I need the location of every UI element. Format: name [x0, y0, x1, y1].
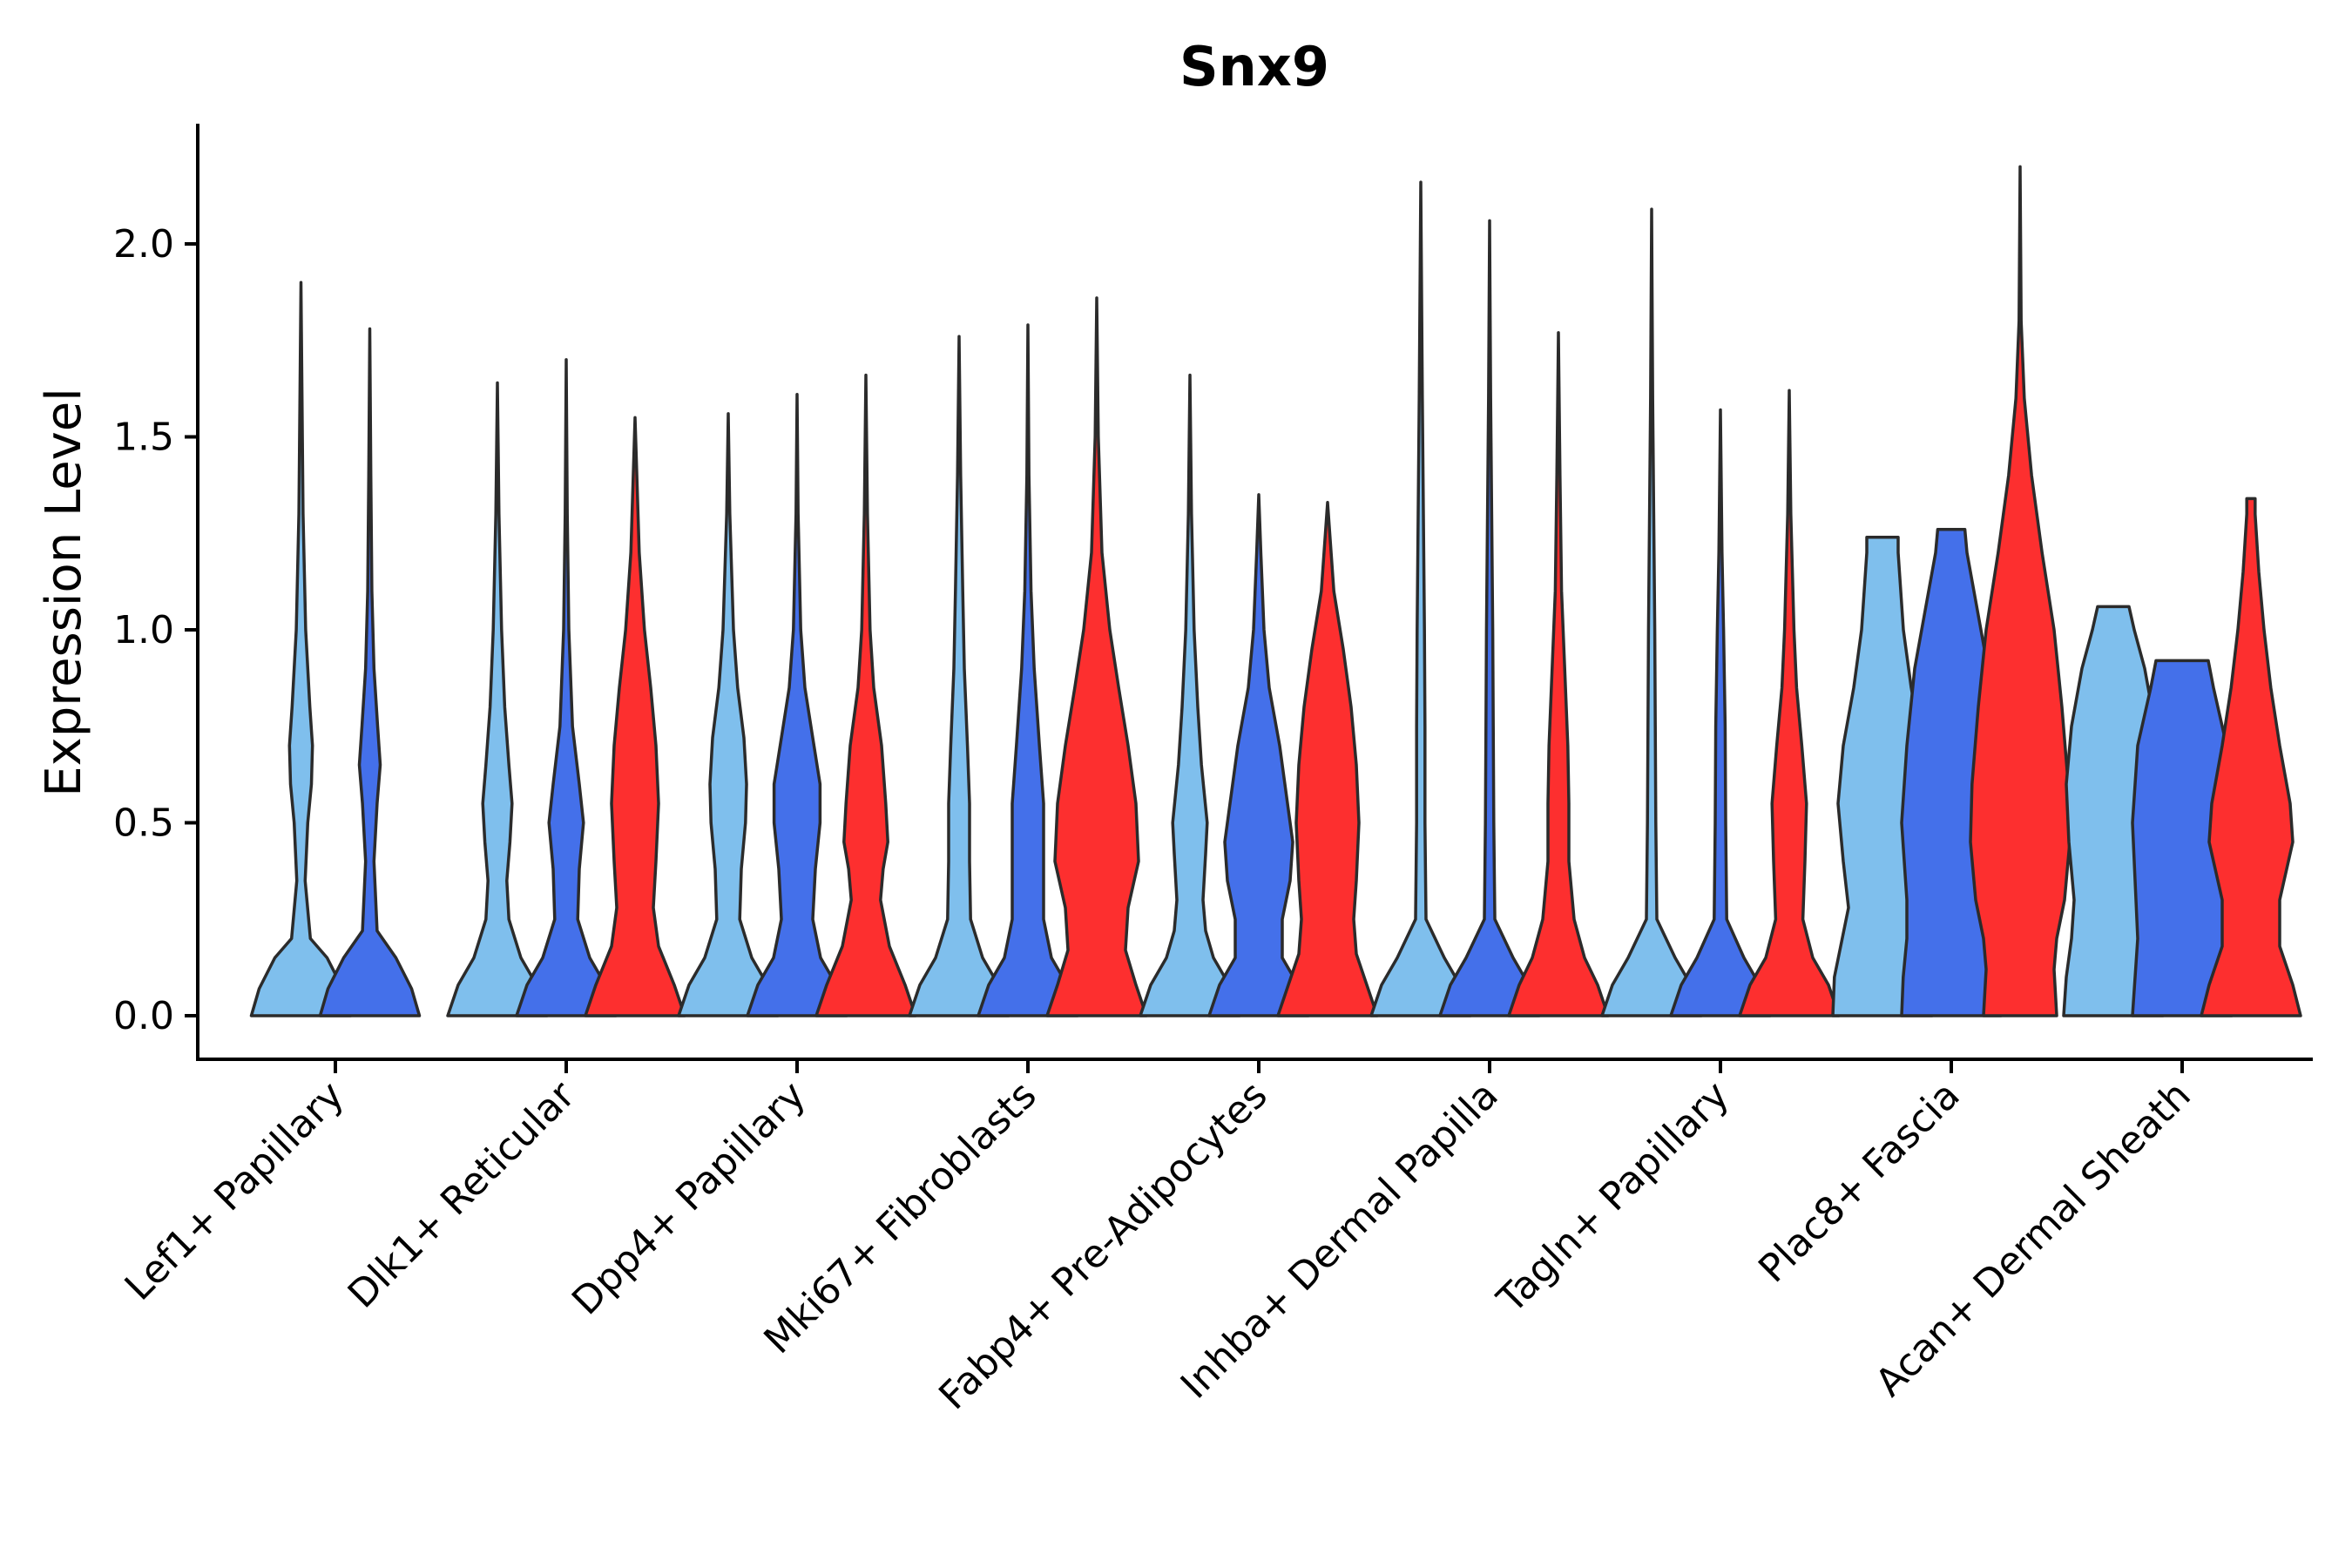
violin-4-1 — [908, 335, 1010, 1017]
violin-3-2 — [746, 393, 848, 1017]
chart-title: Snx9 — [1179, 35, 1329, 98]
violin-4-3 — [1045, 296, 1148, 1017]
violin-6-2 — [1438, 219, 1541, 1017]
x-tick-label: Plac8+ Fascia — [1750, 1073, 1969, 1292]
y-ticks: 0.0 0.5 1.0 1.5 2.0 — [113, 222, 198, 1038]
violin-5-3 — [1276, 501, 1379, 1017]
violin-group — [249, 165, 2302, 1017]
violin-1-1 — [249, 280, 353, 1017]
violin-2-1 — [446, 381, 549, 1017]
y-tick-label: 2.0 — [113, 222, 174, 267]
y-tick-label: 0.5 — [113, 801, 174, 846]
y-tick-label: 1.5 — [113, 416, 174, 460]
violin-6-3 — [1507, 331, 1610, 1017]
y-axis-label: Expression Level — [36, 388, 92, 797]
violin-3-1 — [677, 412, 780, 1017]
violin-3-3 — [814, 373, 917, 1017]
violin-4-2 — [977, 323, 1079, 1017]
y-tick-label: 0.0 — [113, 994, 174, 1038]
violin-5-1 — [1139, 373, 1241, 1017]
x-tick-label: Lef1+ Papillary — [117, 1073, 353, 1309]
x-tick-label: Tagln+ Papillary — [1489, 1073, 1738, 1322]
violin-1-2 — [318, 327, 422, 1017]
x-tick-label: Dlk1+ Reticular — [340, 1072, 585, 1317]
violin-2-3 — [584, 416, 686, 1017]
x-tick-label: Dpp4+ Papillary — [564, 1073, 814, 1324]
violin-9-3 — [2200, 497, 2302, 1017]
violin-2-2 — [515, 358, 618, 1017]
violin-5-2 — [1207, 493, 1310, 1017]
y-tick-label: 1.0 — [113, 608, 174, 652]
violin-7-3 — [1738, 389, 1841, 1017]
violin-6-1 — [1369, 180, 1472, 1017]
violin-8-3 — [1969, 165, 2072, 1017]
violin-7-1 — [1600, 207, 1703, 1017]
violin-7-2 — [1669, 408, 1772, 1017]
